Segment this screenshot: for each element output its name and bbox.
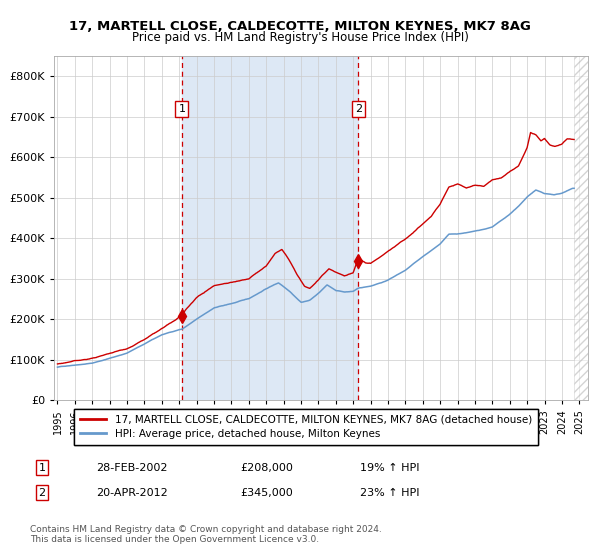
- Text: 23% ↑ HPI: 23% ↑ HPI: [360, 488, 419, 498]
- Text: £208,000: £208,000: [240, 463, 293, 473]
- Text: 1: 1: [178, 104, 185, 114]
- Text: £345,000: £345,000: [240, 488, 293, 498]
- Text: Price paid vs. HM Land Registry's House Price Index (HPI): Price paid vs. HM Land Registry's House …: [131, 31, 469, 44]
- Text: 17, MARTELL CLOSE, CALDECOTTE, MILTON KEYNES, MK7 8AG: 17, MARTELL CLOSE, CALDECOTTE, MILTON KE…: [69, 20, 531, 32]
- Text: Contains HM Land Registry data © Crown copyright and database right 2024.
This d: Contains HM Land Registry data © Crown c…: [30, 525, 382, 544]
- Text: 1: 1: [38, 463, 46, 473]
- Text: 20-APR-2012: 20-APR-2012: [96, 488, 168, 498]
- Polygon shape: [574, 56, 588, 400]
- Legend: 17, MARTELL CLOSE, CALDECOTTE, MILTON KEYNES, MK7 8AG (detached house), HPI: Ave: 17, MARTELL CLOSE, CALDECOTTE, MILTON KE…: [74, 409, 538, 445]
- Text: 2: 2: [38, 488, 46, 498]
- Text: 19% ↑ HPI: 19% ↑ HPI: [360, 463, 419, 473]
- Text: 2: 2: [355, 104, 362, 114]
- Text: 28-FEB-2002: 28-FEB-2002: [96, 463, 167, 473]
- Bar: [182, 56, 358, 400]
